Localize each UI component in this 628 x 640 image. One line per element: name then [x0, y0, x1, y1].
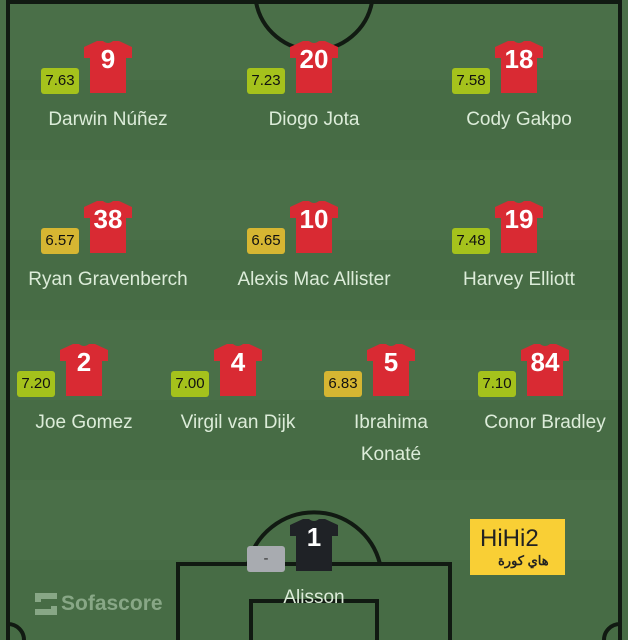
shirt-number: 19	[504, 204, 534, 234]
shirt-icon: 84	[520, 343, 570, 397]
pitch-outline	[6, 0, 622, 640]
shirt-group: 7.63 9	[33, 40, 183, 94]
penalty-arc	[246, 510, 382, 565]
corner-arc-left	[7, 622, 26, 640]
shirt-number: 4	[230, 347, 246, 377]
player-name: Alexis Mac Allister	[237, 269, 391, 290]
shirt-group: 7.23 20	[239, 40, 389, 94]
hihi2-watermark: HiHi2 هاي كورة	[470, 519, 565, 575]
shirt-group: 6.57 38	[33, 200, 183, 254]
shirt-icon: 19	[494, 200, 544, 254]
shirt-icon: 20	[289, 40, 339, 94]
shirt-icon: 10	[289, 200, 339, 254]
rating-badge: 7.23	[247, 68, 285, 94]
player-name: Alisson	[283, 587, 345, 608]
player-card[interactable]: 6.57 38 Ryan Gravenberch	[8, 200, 208, 296]
rating-badge: 6.65	[247, 228, 285, 254]
corner-arc-right	[602, 622, 621, 640]
player-card[interactable]: 7.23 20 Diogo Jota	[214, 40, 414, 136]
shirt-number: 2	[76, 347, 92, 377]
rating-badge: 7.10	[478, 371, 516, 397]
rating-badge: 7.00	[171, 371, 209, 397]
shirt-number: 10	[299, 204, 329, 234]
player-name: Joe Gomez	[35, 412, 133, 433]
shirt-group: - 1	[239, 518, 389, 572]
player-card[interactable]: 7.00 4 Virgil van Dijk	[138, 343, 338, 439]
shirt-number: 84	[530, 347, 560, 377]
shirt-icon: 38	[83, 200, 133, 254]
player-name: Diogo Jota	[268, 109, 360, 130]
player-name: Conor Bradley	[484, 412, 606, 433]
shirt-icon: 18	[494, 40, 544, 94]
player-name: Ibrahima Konaté	[354, 412, 428, 465]
player-name: Ryan Gravenberch	[28, 269, 188, 290]
shirt-group: 7.58 18	[444, 40, 594, 94]
shirt-icon: 5	[366, 343, 416, 397]
shirt-group: 6.83 5	[316, 343, 466, 397]
shirt-group: 7.10 84	[470, 343, 620, 397]
hihi-arabic: هاي كورة	[498, 553, 549, 568]
player-name: Harvey Elliott	[463, 269, 575, 290]
player-name: Cody Gakpo	[466, 109, 572, 130]
sofascore-icon	[35, 593, 57, 615]
hihi-latin: HiHi2	[480, 525, 539, 552]
shirt-number: 1	[306, 522, 322, 552]
shirt-number: 5	[383, 347, 399, 377]
shirt-number: 38	[93, 204, 123, 234]
shirt-group: 7.00 4	[163, 343, 313, 397]
rating-badge: 7.48	[452, 228, 490, 254]
shirt-icon: 2	[59, 343, 109, 397]
player-card[interactable]: 7.58 18 Cody Gakpo	[419, 40, 619, 136]
player-name: Darwin Núñez	[48, 109, 168, 130]
shirt-icon: 4	[213, 343, 263, 397]
player-card[interactable]: 6.83 5 Ibrahima Konaté	[291, 343, 491, 471]
sofascore-wordmark: Sofascore	[61, 592, 163, 615]
shirt-group: 7.48 19	[444, 200, 594, 254]
shirt-icon: 9	[83, 40, 133, 94]
shirt-number: 9	[100, 44, 116, 74]
player-card[interactable]: 7.63 9 Darwin Núñez	[8, 40, 208, 136]
rating-badge: 6.83	[324, 371, 362, 397]
player-card[interactable]: 6.65 10 Alexis Mac Allister	[214, 200, 414, 296]
player-card[interactable]: - 1 Alisson	[214, 518, 414, 614]
shirt-number: 18	[504, 44, 534, 74]
shirt-number: 20	[299, 44, 329, 74]
player-name: Virgil van Dijk	[180, 412, 296, 433]
shirt-group: 7.20 2	[9, 343, 159, 397]
player-card[interactable]: 7.20 2 Joe Gomez	[0, 343, 184, 439]
sofascore-logo: Sofascore	[35, 592, 163, 616]
goal-area	[249, 599, 379, 640]
rating-badge: 7.20	[17, 371, 55, 397]
rating-badge: 6.57	[41, 228, 79, 254]
shirt-icon: 1	[289, 518, 339, 572]
rating-badge: 7.58	[452, 68, 490, 94]
player-card[interactable]: 7.10 84 Conor Bradley	[445, 343, 628, 439]
shirt-group: 6.65 10	[239, 200, 389, 254]
player-card[interactable]: 7.48 19 Harvey Elliott	[419, 200, 619, 296]
rating-badge: -	[247, 546, 285, 572]
rating-badge: 7.63	[41, 68, 79, 94]
